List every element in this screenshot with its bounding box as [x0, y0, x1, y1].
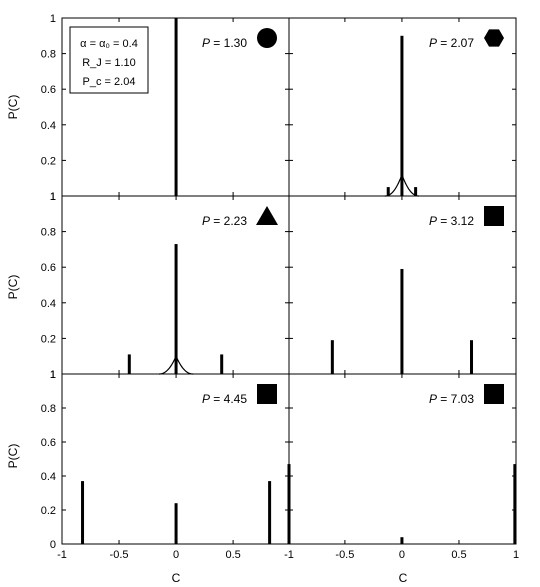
panel-4: P = 3.12 — [288, 195, 517, 375]
hexagon-marker-icon — [484, 29, 504, 47]
y-tick-label: 0.2 — [41, 505, 56, 517]
bar — [268, 481, 272, 544]
panels-layer: 1 0.2 0.4 0.6 0.8 1 P = 1.30 P = 2.07 1 0.2 0.4 0.6… — [41, 13, 519, 561]
square-marker-icon — [484, 384, 504, 404]
bar — [386, 187, 390, 196]
y-tick-label: 1 — [50, 191, 56, 203]
y-tick-label: 0.4 — [41, 120, 56, 132]
bar — [220, 354, 224, 374]
bar — [127, 354, 131, 374]
bar — [414, 187, 418, 196]
x-tick-label: -1 — [57, 549, 67, 561]
y-tick-label: 0.8 — [41, 227, 56, 239]
bar — [81, 481, 85, 544]
p-value-label: P = 1.30 — [202, 36, 247, 50]
y-tick-label: 0.8 — [41, 403, 56, 415]
p-value-label: P = 3.12 — [429, 214, 474, 228]
x-tick-label: -0.5 — [110, 549, 129, 561]
panel-3: 1 0.2 0.4 0.6 0.8 1 P = 2.23 — [41, 191, 290, 381]
bar — [400, 268, 404, 374]
x-axis-label-left: C — [172, 571, 181, 585]
y-tick-label: 0.6 — [41, 84, 56, 96]
panel-6: P = 7.03 — [287, 373, 517, 545]
triangle-marker-icon — [256, 206, 278, 225]
circle-marker-icon — [257, 28, 277, 48]
bar — [400, 537, 404, 544]
y-tick-label: 0.2 — [41, 333, 56, 345]
y-tick-label: 0.4 — [41, 471, 56, 483]
p-value-label: P = 2.23 — [202, 214, 247, 228]
bar — [174, 244, 178, 374]
bar — [513, 464, 517, 544]
y-tick-label: 1 — [50, 13, 56, 25]
y-axis-label-middle: P(C) — [6, 275, 20, 300]
y-axis-label-top: P(C) — [6, 95, 20, 120]
y-tick-label: 0.2 — [41, 155, 56, 167]
density-curve — [158, 354, 194, 375]
x-tick-label: -0.5 — [335, 549, 354, 561]
x-tick-label: 1 — [513, 549, 519, 561]
bar — [470, 340, 474, 374]
y-tick-label: 0.4 — [41, 298, 56, 310]
y-tick-label: 0.8 — [41, 49, 56, 61]
x-tick-label: 0.5 — [451, 549, 466, 561]
y-tick-label: 0.6 — [41, 437, 56, 449]
legend-line-pc: P_c = 2.04 — [83, 76, 136, 88]
bar — [400, 35, 404, 196]
panel-5: 0 0.2 0.4 0.6 0.8 1 P = 4.45 — [41, 369, 290, 551]
panel-1: 1 0.2 0.4 0.6 0.8 1 P = 1.30 — [41, 13, 290, 203]
x-tick-label: -1 — [284, 549, 294, 561]
legend-box: α = α₀ = 0.4 R_J = 1.10 P_c = 2.04 — [69, 26, 149, 94]
legend-line-alpha: α = α₀ = 0.4 — [80, 38, 138, 50]
y-tick-label: 1 — [50, 369, 56, 381]
bar — [287, 464, 291, 544]
panel-frame — [288, 373, 517, 545]
p-value-label: P = 7.03 — [429, 392, 474, 406]
y-tick-label: 0.6 — [41, 262, 56, 274]
y-axis-label-bottom: P(C) — [6, 444, 20, 469]
square-marker-icon — [257, 384, 277, 404]
square-marker-icon — [484, 206, 504, 226]
x-axis-label-right: C — [399, 571, 408, 585]
bar — [330, 340, 334, 374]
bar — [174, 503, 178, 544]
legend-frame — [69, 26, 149, 94]
bar — [174, 18, 178, 196]
y-tick-label: 1 — [50, 369, 56, 381]
panel-2: P = 2.07 — [288, 17, 517, 197]
p-value-label: P = 4.45 — [202, 392, 247, 406]
x-tick-label: 0 — [399, 549, 405, 561]
p-value-label: P = 2.07 — [429, 36, 474, 50]
y-tick-label: 0 — [50, 539, 56, 551]
y-tick-label: 1 — [50, 191, 56, 203]
legend-line-rj: R_J = 1.10 — [82, 57, 136, 69]
x-tick-label: 0.5 — [225, 549, 240, 561]
x-tick-label: 0 — [173, 549, 179, 561]
density-curve — [384, 172, 420, 197]
